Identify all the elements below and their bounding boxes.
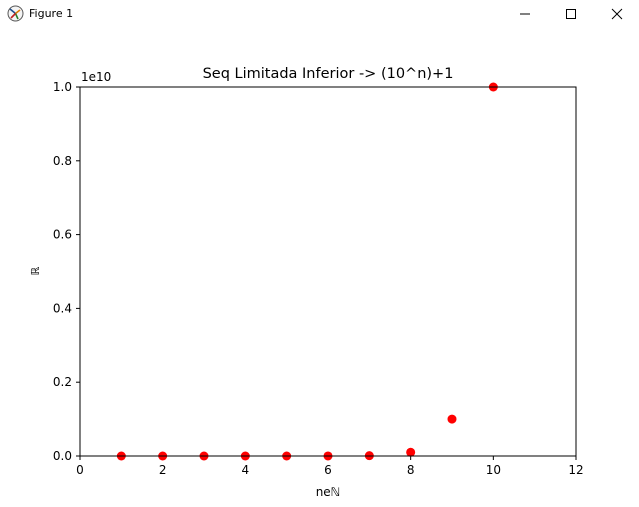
y-tick-label: 0.8 [53,154,72,168]
minimize-icon [520,13,530,15]
close-button[interactable] [594,0,639,28]
y-offset-label: 1e10 [81,70,111,84]
x-axis-label: neℕ [316,485,341,499]
x-tick-label: 4 [242,463,250,477]
y-tick-label: 0.4 [53,301,72,315]
y-tick-label: 1.0 [53,80,72,94]
data-point [406,447,416,457]
title-bar: Figure 1 [0,0,639,28]
x-tick-label: 6 [324,463,332,477]
maximize-icon [566,9,576,19]
x-tick-label: 2 [159,463,167,477]
y-axis-label: ℝ [29,266,42,275]
chart-title: Seq Limitada Inferior -> (10^n)+1 [203,66,454,82]
y-tick-label: 0.6 [53,228,72,242]
x-axis: 0 2 4 6 8 10 12 [76,456,584,477]
data-points [116,82,498,461]
minimize-button[interactable] [502,0,548,28]
y-tick-label: 0.0 [53,449,72,463]
x-tick-label: 10 [486,463,501,477]
scatter-chart: Seq Limitada Inferior -> (10^n)+1 1e10 0… [29,66,584,499]
x-tick-label: 8 [407,463,415,477]
x-tick-label: 12 [568,463,583,477]
axes-frame [79,86,577,457]
close-icon [611,8,623,20]
figure-canvas: Seq Limitada Inferior -> (10^n)+1 1e10 0… [0,28,639,507]
y-axis: 0.0 0.2 0.4 0.6 0.8 1.0 [53,80,80,463]
matplotlib-figure-icon [7,5,24,22]
window-title: Figure 1 [29,7,74,20]
y-tick-label: 0.2 [53,375,72,389]
maximize-button[interactable] [548,0,594,28]
x-tick-label: 0 [76,463,84,477]
data-point [447,414,457,424]
